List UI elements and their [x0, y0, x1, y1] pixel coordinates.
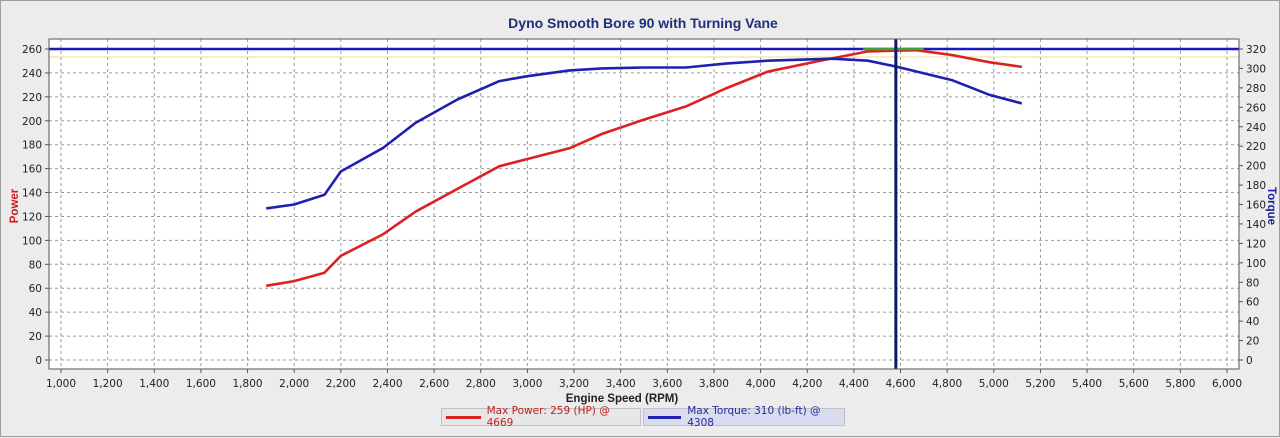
x-tick-label: 4,600 — [885, 378, 915, 390]
right-tick-label: 120 — [1246, 238, 1266, 250]
left-tick-label: 240 — [22, 68, 42, 80]
x-tick-label: 1,800 — [233, 378, 263, 390]
left-tick-label: 20 — [29, 331, 42, 343]
left-tick-label: 100 — [22, 235, 42, 247]
legend-label-power: Max Power: 259 (HP) @ 4669 — [486, 405, 610, 429]
chart-title: Dyno Smooth Bore 90 with Turning Vane — [508, 15, 778, 31]
x-tick-label: 2,200 — [326, 378, 356, 390]
x-tick-label: 5,800 — [1165, 378, 1195, 390]
x-tick-label: 2,000 — [279, 378, 309, 390]
x-tick-label: 3,800 — [699, 378, 729, 390]
x-tick-label: 2,600 — [419, 378, 449, 390]
x-tick-label: 4,200 — [792, 378, 822, 390]
left-tick-label: 0 — [35, 355, 42, 367]
right-tick-label: 200 — [1246, 161, 1266, 173]
right-tick-label: 240 — [1246, 122, 1266, 134]
legend-swatch-power — [446, 415, 481, 419]
x-tick-label: 1,000 — [46, 378, 76, 390]
right-tick-label: 140 — [1246, 219, 1266, 231]
left-tick-label: 160 — [22, 164, 42, 176]
right-axis-ticks: 0 20 40 60 80 100 120 140 160 180 200 220 240 260 280 3… — [1239, 44, 1266, 367]
right-tick-label: 300 — [1246, 63, 1266, 75]
right-tick-label: 320 — [1246, 44, 1266, 56]
right-tick-label: 20 — [1246, 336, 1259, 348]
x-tick-label: 5,000 — [979, 378, 1009, 390]
x-tick-label: 5,600 — [1119, 378, 1149, 390]
legend-item-max-power[interactable]: Max Power: 259 (HP) @ 4669 — [441, 405, 641, 429]
right-tick-label: 220 — [1246, 141, 1266, 153]
right-tick-label: 180 — [1246, 180, 1266, 192]
x-tick-label: 3,200 — [559, 378, 589, 390]
legend-label-torque: Max Torque: 310 (lb-ft) @ 4308 — [687, 405, 821, 429]
x-axis-ticks: 1,000 1,200 1,400 1,600 1,800 2,000 2,200 2,400… — [46, 369, 1242, 390]
x-tick-label: 2,800 — [466, 378, 496, 390]
x-tick-label: 4,800 — [932, 378, 962, 390]
left-tick-label: 140 — [22, 188, 42, 200]
x-tick-label: 3,600 — [652, 378, 682, 390]
left-tick-label: 60 — [29, 283, 42, 295]
left-axis-title: Power — [9, 188, 21, 223]
left-tick-label: 200 — [22, 116, 42, 128]
right-axis-title: Torque — [1265, 187, 1277, 225]
x-axis-title: Engine Speed (RPM) — [566, 393, 679, 405]
left-tick-label: 260 — [22, 44, 42, 56]
x-tick-label: 1,200 — [93, 378, 123, 390]
x-tick-label: 3,000 — [512, 378, 542, 390]
x-tick-label: 5,400 — [1072, 378, 1102, 390]
x-tick-label: 1,600 — [186, 378, 216, 390]
right-tick-label: 160 — [1246, 200, 1266, 212]
right-tick-label: 80 — [1246, 277, 1259, 289]
x-tick-label: 2,400 — [372, 378, 402, 390]
chart-legend: Max Power: 259 (HP) @ 4669 Max Torque: 3… — [441, 405, 847, 429]
x-tick-label: 4,000 — [746, 378, 776, 390]
reference-lines — [49, 47, 1239, 58]
right-tick-label: 260 — [1246, 102, 1266, 114]
series-line-torque — [266, 57, 1023, 210]
x-tick-label: 1,400 — [139, 378, 169, 390]
left-tick-label: 180 — [22, 140, 42, 152]
left-tick-label: 80 — [29, 259, 42, 271]
plot-area — [49, 39, 1239, 369]
left-tick-label: 40 — [29, 307, 42, 319]
left-axis-ticks: 0 20 40 60 80 100 120 140 160 180 200 220 240 260 — [22, 44, 49, 367]
x-tick-label: 5,200 — [1025, 378, 1055, 390]
right-tick-label: 0 — [1246, 355, 1253, 367]
legend-swatch-torque — [648, 415, 682, 419]
x-tick-label: 3,400 — [606, 378, 636, 390]
right-tick-label: 280 — [1246, 83, 1266, 95]
x-tick-label: 6,000 — [1212, 378, 1242, 390]
right-tick-label: 100 — [1246, 258, 1266, 270]
series-lines — [265, 47, 1023, 288]
left-tick-label: 120 — [22, 211, 42, 223]
right-tick-label: 40 — [1246, 316, 1259, 328]
x-tick-label: 4,400 — [839, 378, 869, 390]
left-tick-label: 220 — [22, 92, 42, 104]
legend-item-max-torque[interactable]: Max Torque: 310 (lb-ft) @ 4308 — [643, 405, 845, 429]
series-line-power — [265, 48, 1022, 288]
right-tick-label: 60 — [1246, 297, 1259, 309]
